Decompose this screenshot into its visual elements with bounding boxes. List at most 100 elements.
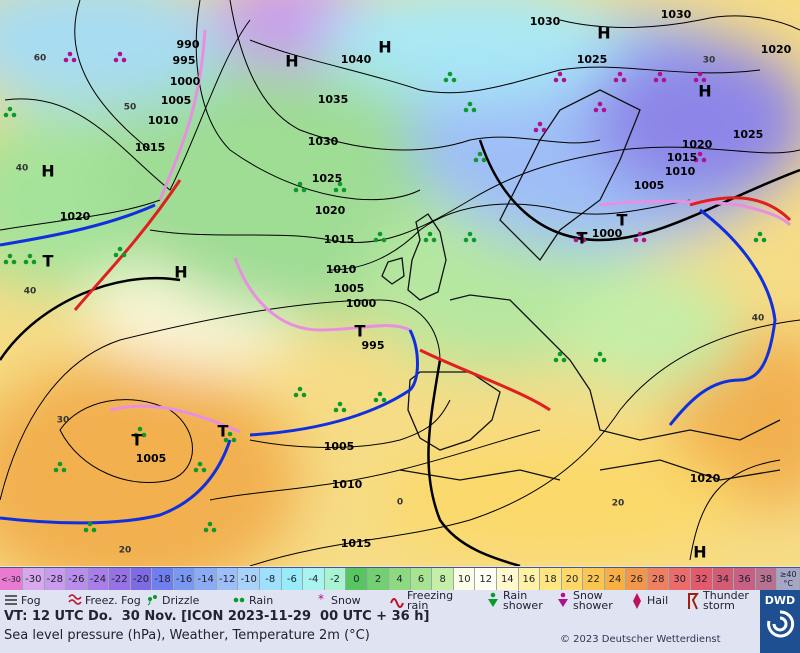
isobar-label: 990 [177,38,200,51]
weather-dot [373,237,379,243]
front [73,179,182,311]
isobar-label: 1030 [308,135,339,148]
weather-dot [297,181,303,187]
weather-icon [5,595,17,605]
weather-dot [573,237,579,243]
weather-legend-item: Rain [232,590,273,612]
weather-dot [11,112,17,118]
weather-dot [333,407,339,413]
isobar [59,399,193,484]
scale-step: 12 [475,568,498,590]
isobar [249,319,800,566]
isobar [195,0,421,201]
weather-dot [87,521,93,527]
weather-map: 1030103099099510001005101010151020104010… [0,0,800,566]
weather-dot [761,237,767,243]
scale-step: 8 [432,568,454,590]
isobar [149,146,800,244]
weather-dot [697,71,703,77]
weather-dot [447,71,453,77]
scale-step: 0 [346,568,368,590]
weather-dot [593,357,599,363]
weather-legend-label: Freez. Fog [85,594,141,607]
weather-dot [207,521,213,527]
weather-dot [581,237,587,243]
isobar-label: 1000 [170,75,201,88]
scale-step: 26 [626,568,648,590]
isobar-label: 1040 [341,53,372,66]
isobar-label: 1015 [341,537,372,550]
weather-dot [141,432,147,438]
isotherm-label: 20 [612,499,625,509]
fronts [0,29,792,525]
weather-legend-item: Snow shower [556,590,629,612]
weather-dot [481,157,487,163]
weather-dot [223,437,229,443]
scale-step: 30 [669,568,691,590]
weather-dot [113,252,119,258]
weather-dot [467,231,473,237]
weather-dot [561,357,567,363]
weather-dot [701,77,707,83]
scale-step: -10 [238,568,261,590]
weather-dot [577,231,583,237]
weather-dot [61,467,67,473]
weather-dot [381,237,387,243]
pressure-center: T [617,211,628,230]
weather-legend-item: Hail [630,590,668,612]
isotherm-label: 30 [57,416,70,426]
dwd-logo: DWD [760,590,800,653]
weather-dot [553,77,559,83]
isobar [209,429,541,501]
scale-below: <-30 [0,568,23,590]
pressure-center: H [41,162,54,181]
weather-dot [613,77,619,83]
weather-dot [471,107,477,113]
scale-step: 18 [540,568,562,590]
weather-dot [537,121,543,127]
isobar [689,459,781,561]
scale-step: 38 [755,568,778,590]
weather-dot [293,392,299,398]
front [109,404,241,434]
weather-dot [83,527,89,533]
weather-dot [423,237,429,243]
weather-dot [373,397,379,403]
scale-step: 22 [583,568,605,590]
weather-dot [91,527,97,533]
weather-dot [533,127,539,133]
scale-step: -12 [216,568,239,590]
front [689,196,792,222]
isobar-label: 1020 [690,472,721,485]
scale-step: -20 [130,568,153,590]
isotherm-label: 40 [16,164,29,174]
weather-dot [301,392,307,398]
isobar-label: 1005 [324,440,355,453]
front [0,439,232,525]
weather-dot [377,231,383,237]
weather-dot [121,252,127,258]
pressure-center: H [698,82,711,101]
weather-dot [381,397,387,403]
isobar [329,199,691,271]
pressure-center: H [174,263,187,282]
weather-dot [63,57,69,63]
isobar-label: 1005 [634,179,665,192]
scale-step: -4 [303,568,325,590]
coastlines [381,89,781,481]
isobar [249,39,761,94]
weather-icon: * [318,592,324,606]
isobar-label: 1015 [324,233,355,246]
weather-legend-label: Freezing rain [407,589,454,612]
weather-dot [337,181,343,187]
scale-step: 34 [712,568,735,590]
weather-dot [3,112,9,118]
weather-dot [301,187,307,193]
weather-dot [297,386,303,392]
isobar [0,199,161,231]
weather-dot [67,51,73,57]
weather-legend-label: Rain shower [503,589,543,612]
front [249,329,419,437]
weather-dot [753,237,759,243]
